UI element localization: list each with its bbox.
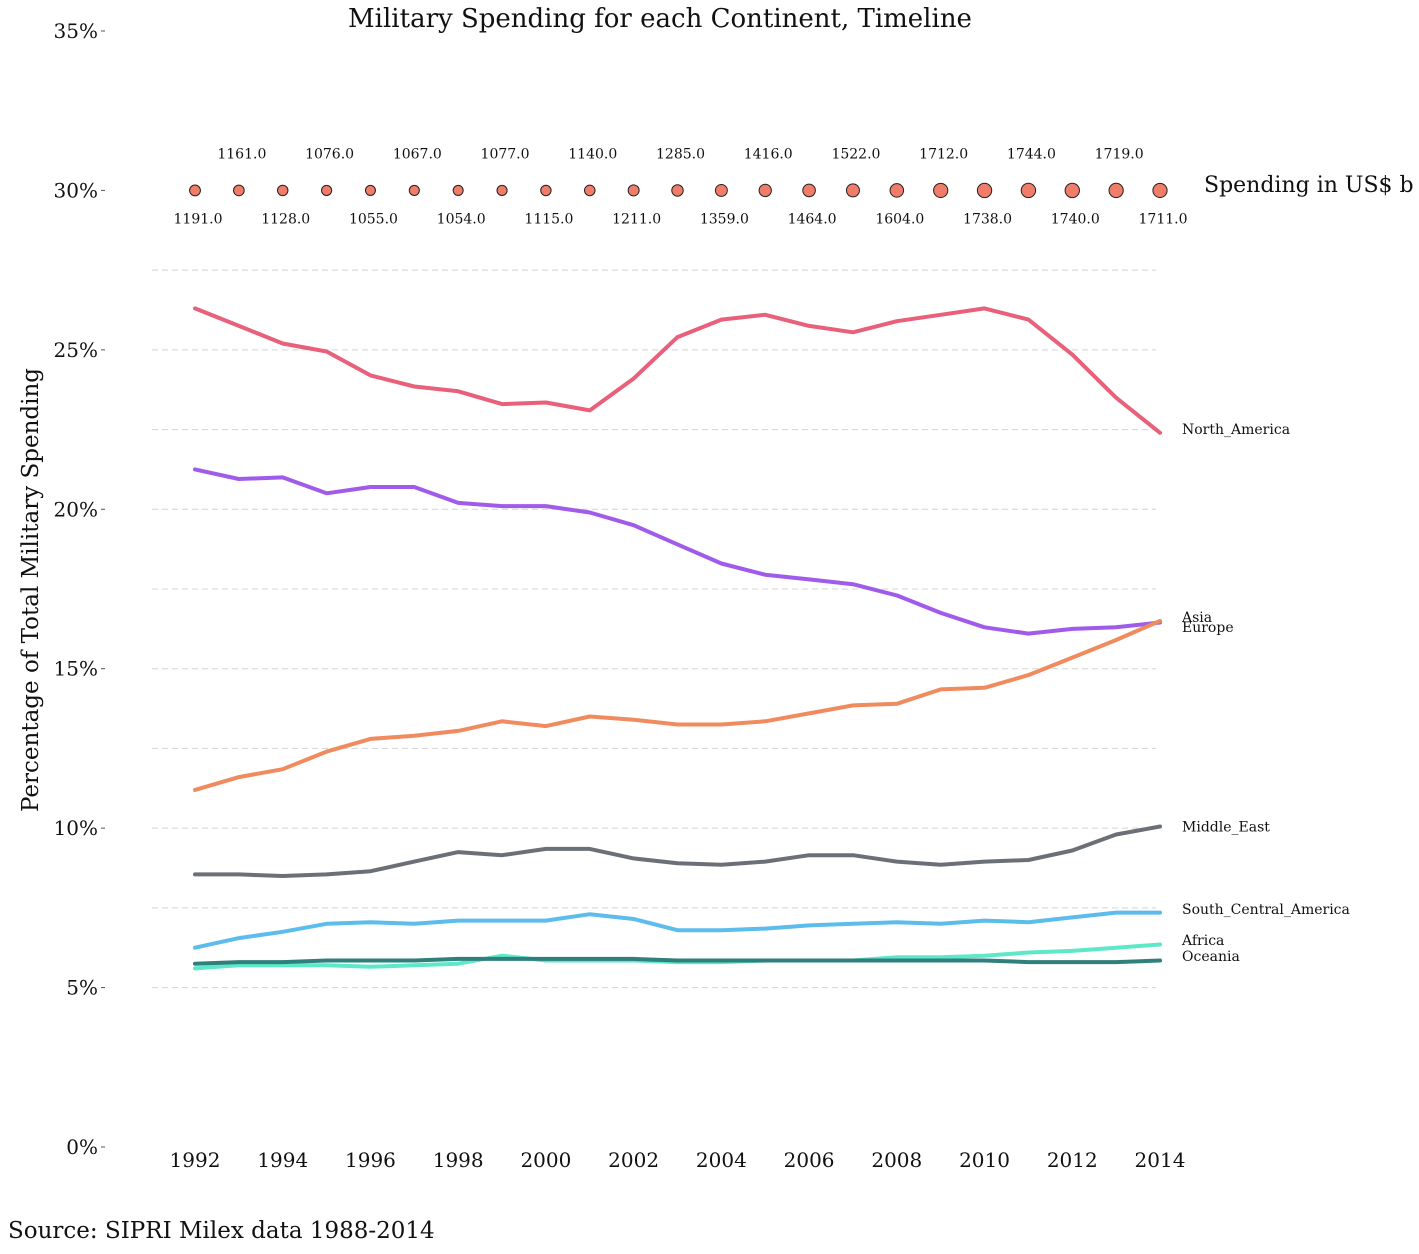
y-tick-label: 20% xyxy=(54,497,98,521)
bubble-marker xyxy=(1020,182,1037,199)
series-label-south_central_america: South_Central_America xyxy=(1182,902,1350,918)
bubble-marker xyxy=(889,183,905,198)
bubble-marker xyxy=(540,184,552,197)
bubble-value-label: 1076.0 xyxy=(305,146,354,162)
series-label-middle_east: Middle_East xyxy=(1182,820,1270,836)
series-label-north_america: North_America xyxy=(1182,422,1290,438)
bubble-value-label: 1161.0 xyxy=(217,146,266,162)
bubble-marker xyxy=(671,184,684,197)
bubble-value-label: 1711.0 xyxy=(1139,211,1188,227)
bubble-value-label: 1115.0 xyxy=(524,211,573,227)
series-line-europe xyxy=(193,467,1162,636)
bubble-value-label: 1712.0 xyxy=(919,146,968,162)
bubble-value-label: 1054.0 xyxy=(437,211,486,227)
series-label-europe: Europe xyxy=(1182,620,1234,636)
y-axis-label: Percentage of Total Military Spending xyxy=(18,368,44,812)
series-lines xyxy=(193,306,1162,971)
x-axis: 1992 1994 1996 1998 2000 2002 2004 2006 2008 2010… xyxy=(170,1148,1186,1172)
bubble-marker xyxy=(364,184,376,196)
y-tick-label: 5% xyxy=(66,976,98,1000)
x-tick-label: 2012 xyxy=(1047,1148,1098,1172)
bubble-marker xyxy=(189,184,201,197)
bubble-marker xyxy=(976,182,993,199)
bubble-value-label: 1522.0 xyxy=(831,146,880,162)
bubble-marker xyxy=(408,184,420,196)
bubble-value-label: 1211.0 xyxy=(612,211,661,227)
y-tick-label: 25% xyxy=(54,338,98,362)
bubble-value-label: 1719.0 xyxy=(1095,146,1144,162)
bubble-marker xyxy=(933,182,949,199)
bubble-marker xyxy=(321,184,333,196)
bubble-value-label: 1740.0 xyxy=(1051,211,1100,227)
bubble-value-label: 1604.0 xyxy=(875,211,924,227)
grid-lines xyxy=(152,269,1156,989)
series-line-africa xyxy=(193,942,1162,971)
bubble-value-label: 1416.0 xyxy=(744,146,793,162)
x-tick-label: 2008 xyxy=(871,1148,922,1172)
line-chart: 0% 5% 10% 15% 20% 25% 30% 35% 1992 1994 1996 1998 2… xyxy=(18,4,1414,1172)
y-tick-label: 10% xyxy=(54,816,98,840)
series-line-asia xyxy=(193,618,1162,792)
source-note: Source: SIPRI Milex data 1988-2014 xyxy=(8,1218,435,1244)
x-tick-label: 1996 xyxy=(345,1148,396,1172)
series-line-south_central_america xyxy=(193,910,1162,950)
x-tick-label: 2014 xyxy=(1135,1148,1186,1172)
y-tick-label: 35% xyxy=(54,19,98,43)
bubble-value-label: 1140.0 xyxy=(568,146,617,162)
bubble-marker xyxy=(714,183,728,197)
series-label-oceania: Oceania xyxy=(1182,949,1240,965)
chart-title: Military Spending for each Continent, Ti… xyxy=(348,4,972,34)
bubble-marker xyxy=(627,184,640,197)
series-label-africa: Africa xyxy=(1181,933,1224,949)
bubble-marker xyxy=(758,183,772,198)
bubble-value-label: 1067.0 xyxy=(393,146,442,162)
x-tick-label: 2000 xyxy=(520,1148,571,1172)
series-line-north_america xyxy=(193,306,1162,435)
bubble-row-label: Spending in US$ b xyxy=(1204,173,1414,198)
bubble-marker xyxy=(1108,182,1124,199)
bubble-value-label: 1359.0 xyxy=(700,211,749,227)
y-tick-label: 30% xyxy=(54,178,98,202)
bubble-value-label: 1191.0 xyxy=(174,211,223,227)
bubble-marker xyxy=(802,183,816,198)
bubble-marker xyxy=(583,184,596,197)
bubble-marker xyxy=(233,184,245,197)
x-tick-label: 1994 xyxy=(257,1148,308,1172)
bubble-value-label: 1055.0 xyxy=(349,211,398,227)
x-tick-label: 2010 xyxy=(959,1148,1010,1172)
bubble-marker xyxy=(1064,182,1080,199)
bubble-marker xyxy=(1152,182,1168,199)
series-label-asia: Asia xyxy=(1181,610,1212,626)
bubble-value-label: 1738.0 xyxy=(963,211,1012,227)
y-axis: 0% 5% 10% 15% 20% 25% 30% 35% xyxy=(54,19,105,1159)
x-tick-label: 2002 xyxy=(608,1148,659,1172)
x-tick-label: 1998 xyxy=(433,1148,484,1172)
bubble-marker xyxy=(452,184,464,196)
bubble-row: 1191.0 1161.0 1128.0 1076.0 1055.0 1067.0 1054… xyxy=(174,146,1188,227)
x-tick-label: 2006 xyxy=(784,1148,835,1172)
bubble-value-label: 1128.0 xyxy=(261,211,310,227)
bubble-value-label: 1464.0 xyxy=(788,211,837,227)
series-line-middle_east xyxy=(193,824,1162,878)
bubble-marker xyxy=(496,184,508,197)
x-tick-label: 1992 xyxy=(170,1148,221,1172)
bubble-marker xyxy=(845,183,860,198)
bubble-value-label: 1285.0 xyxy=(656,146,705,162)
bubble-value-label: 1744.0 xyxy=(1007,146,1056,162)
series-line-oceania xyxy=(193,956,1162,966)
y-tick-label: 15% xyxy=(54,657,98,681)
y-tick-label: 0% xyxy=(66,1135,98,1159)
bubble-marker xyxy=(276,184,289,197)
x-tick-label: 2004 xyxy=(696,1148,747,1172)
bubble-value-label: 1077.0 xyxy=(481,146,530,162)
